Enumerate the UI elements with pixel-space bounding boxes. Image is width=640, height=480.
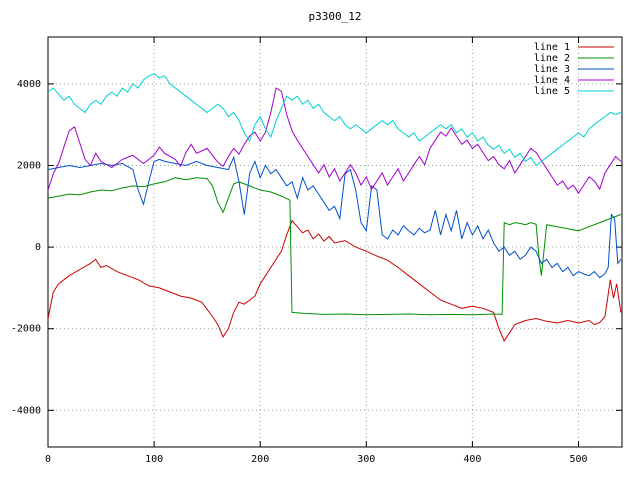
series-line-5 [47,73,622,167]
tick-labels: 0 100 200 300 400 500 -4000 -2000 0 2000 4000 [11,79,588,465]
y-tick-label: 4000 [17,79,41,90]
x-tick-label: 0 [45,454,51,465]
x-tick-label: 200 [251,454,269,465]
x-tick-label: 100 [145,454,163,465]
series-line-1 [47,219,622,342]
series-line-3 [47,155,622,279]
legend-label: line 1 [534,42,570,53]
plot-border [47,36,623,448]
legend-label: line 3 [534,64,570,75]
x-tick-label: 500 [569,454,587,465]
y-tick-label: -2000 [11,324,41,335]
legend-label: line 5 [534,86,570,97]
y-tick-label: 0 [35,242,41,253]
series-line-2 [47,177,622,316]
axis-tick-marks [47,37,622,447]
series-line-4 [47,87,622,195]
chart-title: p3300_12 [308,10,362,23]
legend-label: line 2 [534,53,570,64]
y-tick-label: 2000 [17,161,41,172]
x-tick-label: 300 [357,454,375,465]
grid-lines [47,37,622,447]
legend-label: line 4 [534,75,570,86]
y-tick-label: -4000 [11,405,41,416]
x-tick-label: 400 [463,454,481,465]
